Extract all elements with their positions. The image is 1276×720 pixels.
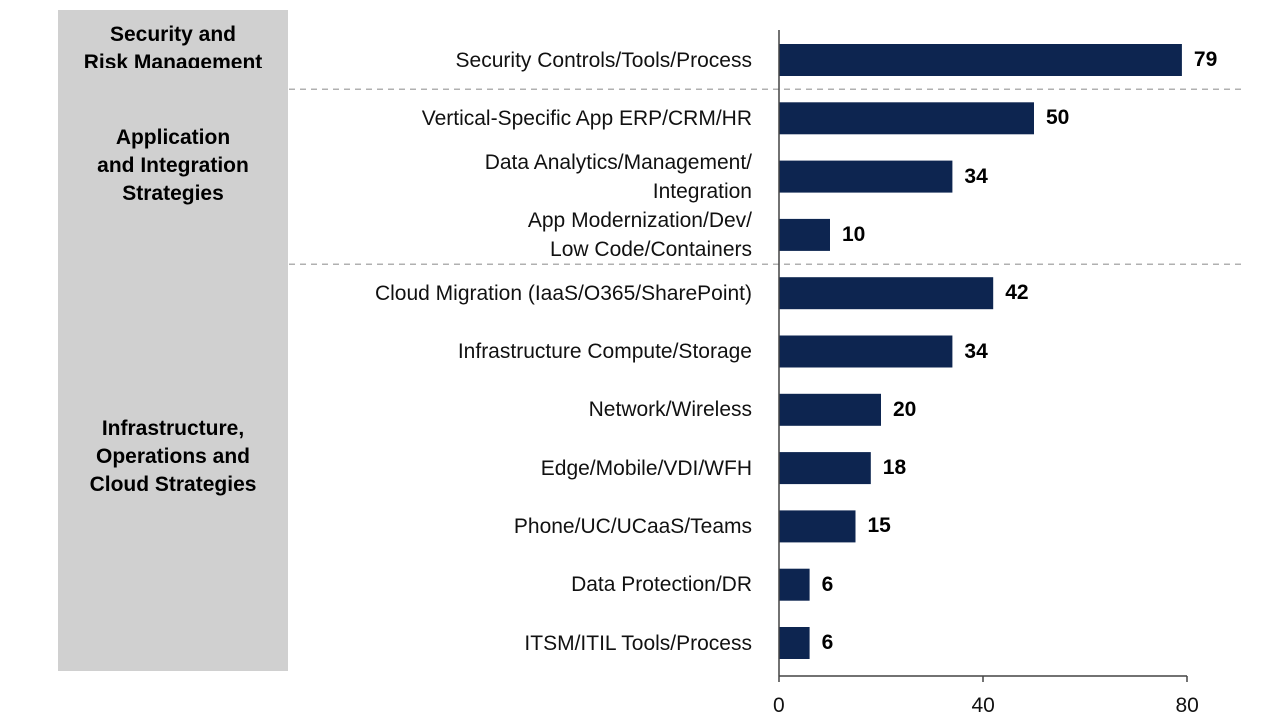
value-label: 6 xyxy=(821,631,834,654)
group-label: Infrastructure, Operations and Cloud Str… xyxy=(89,417,257,497)
category-label: Phone/UC/UCaaS/Teams xyxy=(513,514,752,538)
bar xyxy=(779,160,953,193)
category-label: Infrastructure Compute/Storage xyxy=(457,340,752,363)
category-label: Edge/Mobile/VDI/WFH xyxy=(540,456,752,480)
category-label: Data Protection/DR xyxy=(571,573,752,597)
value-label: 20 xyxy=(893,397,917,421)
value-label: 15 xyxy=(867,514,891,538)
category-label: ITSM/ITIL Tools/Process xyxy=(524,631,752,655)
category-label: Vertical-Specific App ERP/CRM/HR xyxy=(421,106,752,130)
x-tick-label: 40 xyxy=(971,694,995,717)
x-tick-label: 80 xyxy=(1175,694,1199,717)
bar xyxy=(779,218,830,251)
group-box: Infrastructure, Operations and Cloud Str… xyxy=(58,243,288,671)
bar xyxy=(779,335,953,368)
group-label: Application and Integration Strategies xyxy=(97,125,249,205)
category-label: Network/Wireless xyxy=(588,398,752,422)
bar xyxy=(779,452,871,485)
value-label: 18 xyxy=(882,456,907,480)
bar xyxy=(779,44,1182,76)
bar xyxy=(779,568,810,601)
value-label: 34 xyxy=(964,339,988,363)
bars xyxy=(779,44,1182,659)
category-label: Cloud Migration (IaaS/O365/SharePoint) xyxy=(374,281,752,305)
value-label: 50 xyxy=(1046,106,1070,130)
category-label: Security Controls/Tools/Process xyxy=(455,48,752,72)
bar xyxy=(779,510,856,543)
group-label: Security and Risk Management xyxy=(83,23,263,74)
value-label: 42 xyxy=(1005,281,1029,305)
category-label: Data Analytics/Management/ Integration xyxy=(484,150,752,203)
bar xyxy=(779,102,1034,135)
axes xyxy=(778,30,1188,682)
group-box: Application and Integration Strategies xyxy=(58,68,288,263)
value-label: 34 xyxy=(964,164,988,188)
bar xyxy=(779,393,881,426)
value-label: 6 xyxy=(821,572,834,596)
value-label: 79 xyxy=(1193,48,1218,71)
bar xyxy=(779,627,810,659)
bar xyxy=(779,277,994,310)
value-label: 10 xyxy=(842,222,866,246)
x-tick-label: 0 xyxy=(773,694,785,717)
category-label: App Modernization/Dev/ Low Code/Containe… xyxy=(527,208,752,261)
